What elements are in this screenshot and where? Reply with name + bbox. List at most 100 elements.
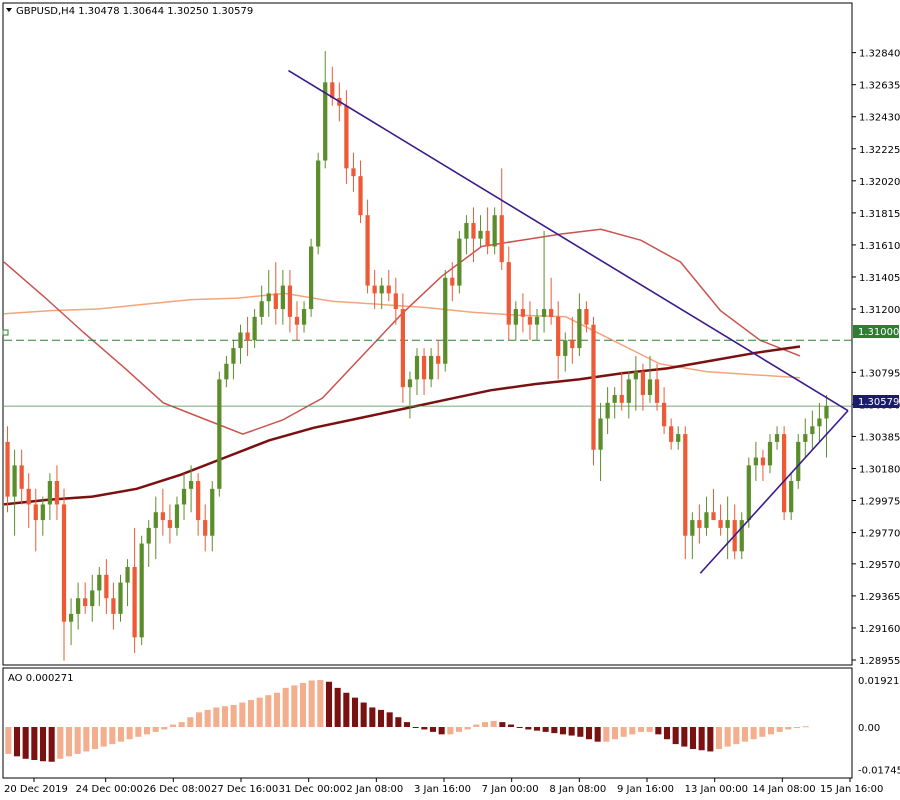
- ao-bar: [637, 727, 645, 732]
- candle-body: [97, 574, 102, 591]
- trendlines[interactable]: [288, 69, 849, 574]
- candle-body: [647, 379, 653, 396]
- ao-bar: [741, 727, 749, 742]
- ao-bar: [785, 727, 792, 730]
- price-tick-label: 1.29570: [859, 560, 900, 571]
- ao-bar: [325, 681, 333, 727]
- candle-body: [499, 215, 504, 263]
- ao-panel-frame: [2, 667, 853, 779]
- trendline[interactable]: [288, 69, 849, 412]
- candle-body: [711, 512, 716, 521]
- candle-body: [407, 379, 413, 388]
- candle-body: [612, 395, 617, 403]
- ao-bar: [343, 692, 350, 727]
- candle-body: [549, 309, 554, 317]
- candle-body: [450, 277, 455, 286]
- ao-bar: [5, 727, 12, 754]
- ao-bar: [473, 724, 480, 727]
- ao-tick-label: 0.019217: [858, 676, 900, 687]
- ao-bar: [386, 712, 393, 727]
- candle-body: [252, 316, 257, 341]
- level-line-handle-left[interactable]: [2, 329, 9, 336]
- candle-body: [238, 332, 243, 349]
- ao-bar: [22, 727, 29, 759]
- ao-bar: [360, 702, 367, 727]
- ao-bar: [559, 727, 567, 735]
- candle-body: [301, 309, 307, 325]
- candle-body: [824, 405, 829, 419]
- ao-bar: [603, 727, 610, 742]
- candle-body: [54, 480, 60, 505]
- candle-body: [146, 527, 151, 544]
- main-panel: GBPUSD,H4 1.30478 1.30644 1.30250 1.3057…: [2, 2, 853, 666]
- ao-bar: [13, 727, 21, 757]
- ao-bar: [646, 727, 653, 732]
- candle-body: [111, 598, 116, 614]
- ao-bar: [681, 727, 688, 747]
- candle-body: [316, 160, 321, 247]
- candle-body: [563, 340, 568, 356]
- ao-bar: [31, 727, 38, 761]
- price-tick-label: 1.32840: [859, 49, 900, 60]
- ao-bar: [421, 727, 428, 730]
- ao-histogram: [5, 680, 809, 762]
- candle-body: [323, 82, 328, 161]
- ao-bar: [256, 697, 263, 727]
- candle-body: [661, 402, 667, 427]
- candle-body: [372, 285, 377, 294]
- candle-body: [429, 355, 434, 380]
- ao-bar: [611, 727, 619, 740]
- ao-bar: [377, 709, 385, 727]
- candle-body: [506, 262, 511, 325]
- candle-body: [739, 520, 744, 552]
- price-tick-label: 1.30385: [859, 432, 900, 443]
- candle-body: [626, 379, 631, 403]
- candle-body: [725, 520, 730, 528]
- candle-body: [803, 434, 808, 442]
- ao-bar: [490, 720, 497, 727]
- candle-body: [633, 371, 638, 380]
- candle-body: [436, 355, 441, 364]
- candle-body: [125, 566, 130, 583]
- ao-bar: [299, 682, 307, 727]
- ao-bar: [143, 727, 151, 735]
- trendline[interactable]: [699, 410, 849, 574]
- candle-body: [781, 434, 787, 513]
- candle-body: [464, 223, 469, 239]
- candle-body: [294, 316, 300, 325]
- ao-panel: AO 0.000271 0.019217 0.00 -0.017456: [2, 667, 900, 779]
- collapse-arrow-icon[interactable]: [6, 8, 12, 12]
- ao-bar: [126, 727, 133, 740]
- candle-body: [379, 285, 384, 294]
- candle-body: [188, 480, 194, 489]
- candle-body: [231, 348, 236, 364]
- ao-bar: [178, 722, 185, 727]
- candle-body: [810, 426, 815, 435]
- price-tick-label: 1.29365: [859, 592, 900, 603]
- candle-body: [760, 457, 766, 466]
- candle-body: [90, 590, 95, 607]
- candle-body: [287, 285, 293, 317]
- candle-body: [83, 598, 88, 607]
- ao-bar: [213, 707, 220, 727]
- time-tick-label: 9 Jan 16:00: [617, 784, 674, 795]
- ao-bar: [429, 727, 437, 732]
- candle-body: [767, 441, 773, 466]
- candle-body: [167, 520, 173, 528]
- ao-bar: [412, 727, 419, 728]
- ao-bar: [117, 727, 125, 742]
- ao-bar: [542, 727, 549, 732]
- candle-body: [718, 520, 723, 528]
- ao-bar: [48, 727, 55, 762]
- ao-bar: [308, 680, 315, 727]
- ao-bar: [317, 680, 324, 727]
- price-tick-label: 1.29975: [859, 497, 900, 508]
- candle-body: [26, 488, 31, 505]
- ao-bar: [793, 727, 801, 728]
- candle-body: [421, 355, 427, 380]
- candle-body: [344, 105, 349, 169]
- time-tick-label: 13 Jan 00:00: [685, 784, 748, 795]
- candle-body: [245, 332, 250, 341]
- candle-body: [443, 277, 448, 364]
